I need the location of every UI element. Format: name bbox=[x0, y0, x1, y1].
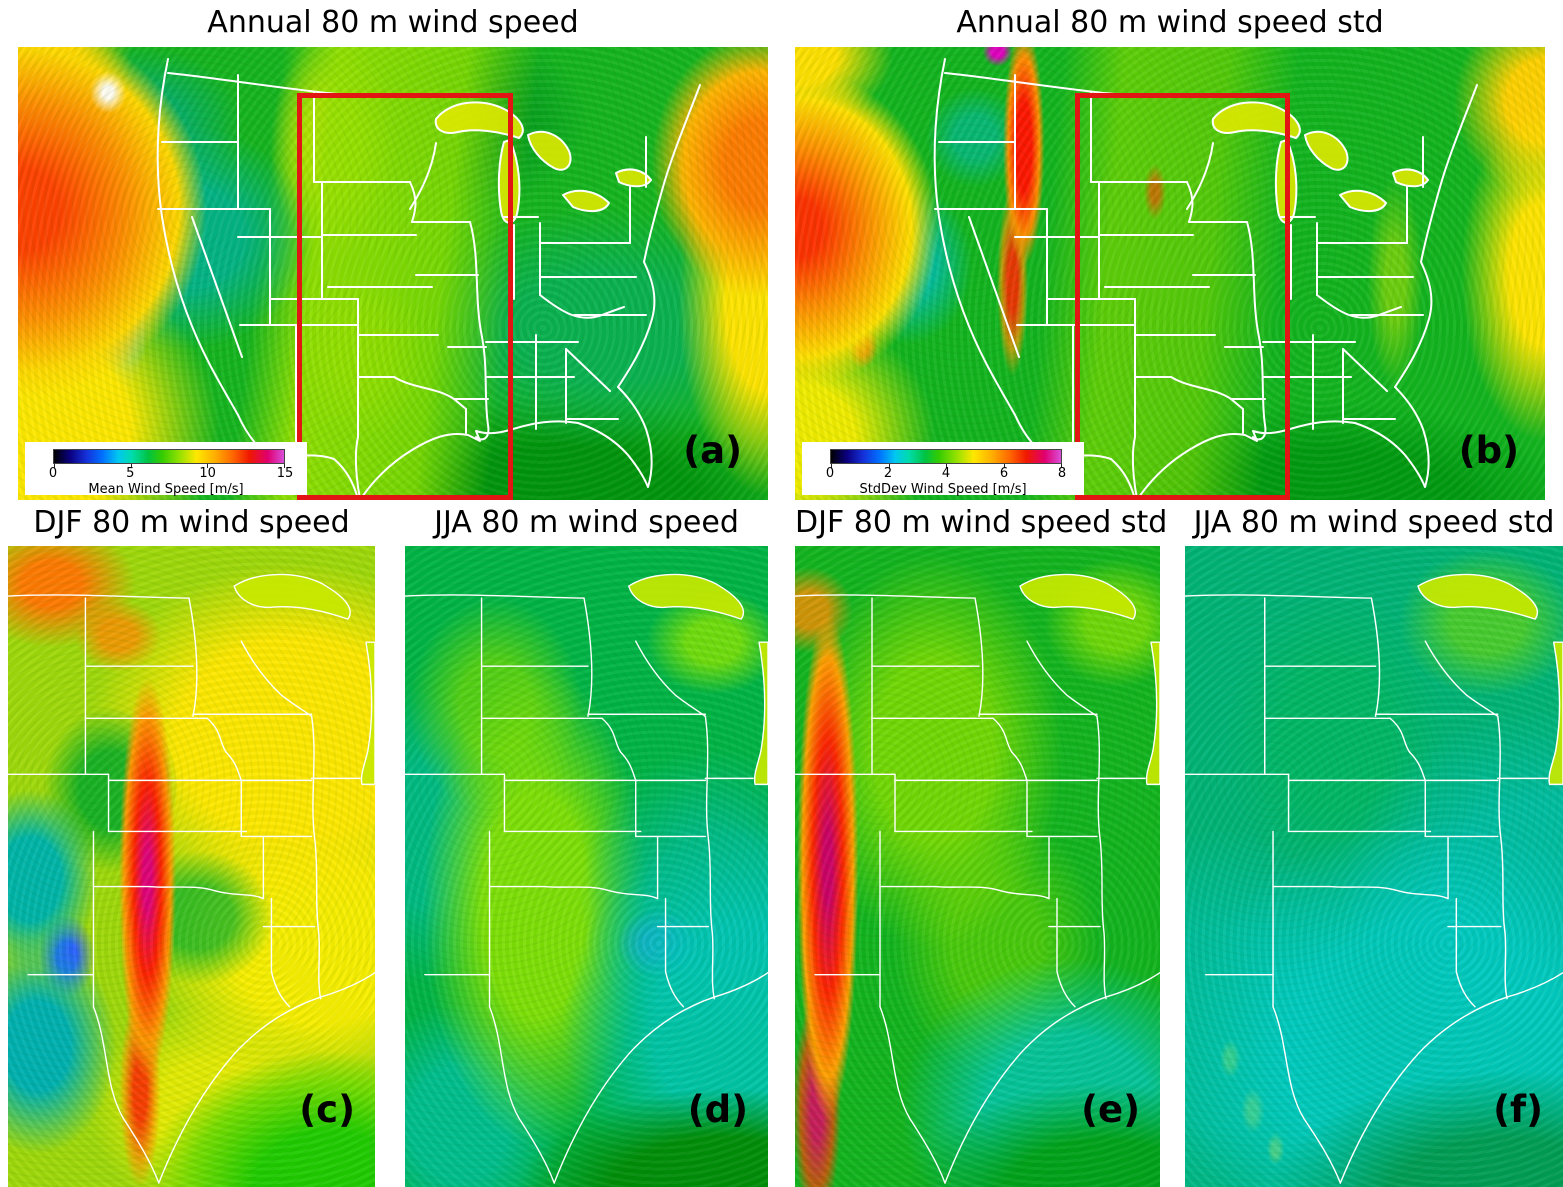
panel-e-label: (e) bbox=[1081, 1088, 1140, 1131]
colorbar-gradient bbox=[53, 449, 285, 468]
map-djf-mean: (c) bbox=[8, 546, 375, 1187]
colorbar-mean: 0 5 10 15 Mean Wind Speed [m/s] bbox=[25, 442, 307, 497]
colorbar-ticks: 0 2 4 6 8 bbox=[826, 466, 1066, 483]
colorbar-label: Mean Wind Speed [m/s] bbox=[88, 482, 244, 497]
map-djf-std: (e) bbox=[795, 546, 1160, 1187]
panel-d-title: JJA 80 m wind speed bbox=[434, 505, 739, 540]
tick-8: 8 bbox=[1057, 466, 1067, 481]
map-jja-std: (f) bbox=[1185, 546, 1563, 1187]
panel-d-label: (d) bbox=[687, 1088, 748, 1131]
panel-c-label: (c) bbox=[299, 1088, 355, 1131]
panel-a-title: Annual 80 m wind speed bbox=[207, 5, 579, 40]
tick-0: 0 bbox=[825, 466, 835, 481]
colorbar-std: 0 2 4 6 8 StdDev Wind Speed [m/s] bbox=[802, 442, 1084, 497]
panel-e-title: DJF 80 m wind speed std bbox=[795, 505, 1168, 540]
map-annual-std: 0 2 4 6 8 StdDev Wind Speed [m/s] (b) bbox=[795, 47, 1545, 500]
tick-4: 4 bbox=[941, 466, 951, 481]
colorbar-ticks: 0 5 10 15 bbox=[49, 466, 293, 483]
tick-0: 0 bbox=[48, 466, 58, 481]
panel-b-label: (b) bbox=[1458, 429, 1519, 472]
tick-10: 10 bbox=[199, 466, 216, 481]
map-jja-mean: (d) bbox=[405, 546, 768, 1187]
colorbar-label: StdDev Wind Speed [m/s] bbox=[859, 482, 1027, 497]
highlight-box bbox=[1075, 93, 1290, 500]
tick-6: 6 bbox=[999, 466, 1009, 481]
panel-f-label: (f) bbox=[1493, 1088, 1543, 1131]
panel-f-title: JJA 80 m wind speed std bbox=[1193, 505, 1555, 540]
tick-15: 15 bbox=[276, 466, 294, 481]
map-annual-mean: 0 5 10 15 Mean Wind Speed [m/s] (a) bbox=[18, 47, 768, 500]
colorbar-gradient bbox=[830, 449, 1062, 468]
tick-2: 2 bbox=[883, 466, 893, 481]
panel-c-title: DJF 80 m wind speed bbox=[33, 505, 350, 540]
highlight-box bbox=[297, 93, 513, 500]
tick-5: 5 bbox=[126, 466, 135, 481]
panel-b-title: Annual 80 m wind speed std bbox=[956, 5, 1384, 40]
panel-a-label: (a) bbox=[683, 429, 742, 472]
